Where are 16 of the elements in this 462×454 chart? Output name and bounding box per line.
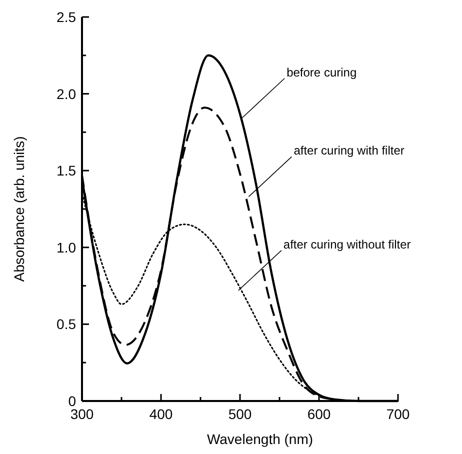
x-tick-label: 700 (386, 406, 410, 422)
y-tick-label: 2.0 (56, 86, 76, 102)
y-axis-title: Absorbance (arb. units) (11, 136, 27, 282)
y-tick-label: 0.5 (56, 316, 76, 332)
y-tick-label: 0 (68, 393, 76, 409)
annotation: before curing (286, 65, 357, 80)
annotation: after curing with filter (294, 144, 404, 158)
x-tick-label: 500 (228, 406, 252, 422)
y-tick-label: 1.5 (56, 162, 76, 179)
x-tick-label: 300 (70, 406, 94, 422)
x-axis-title: Wavelength (nm) (206, 431, 314, 447)
annotation: after curing without filter (283, 237, 411, 252)
x-tick-label: 400 (149, 406, 173, 422)
y-tick-label: 1.0 (56, 239, 76, 256)
x-tick-label: 600 (307, 406, 331, 422)
y-tick-label: 2.5 (56, 9, 76, 25)
